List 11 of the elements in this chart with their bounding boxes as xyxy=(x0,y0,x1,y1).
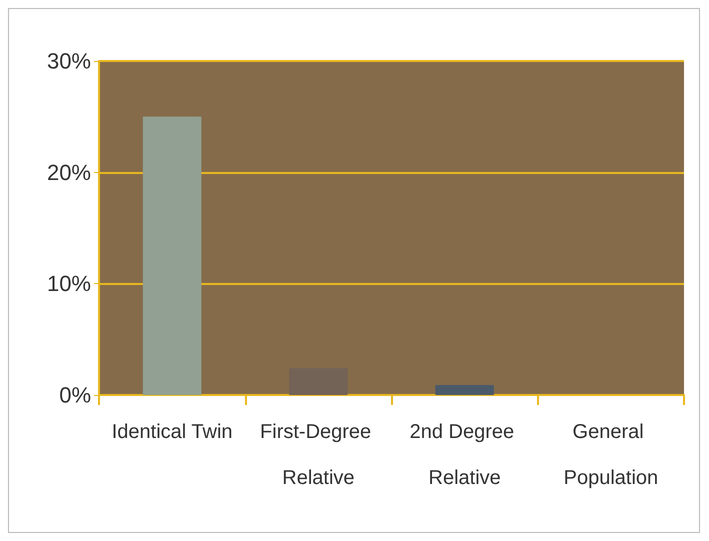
category-label: First-Degree Relative xyxy=(260,421,372,489)
y-tick-label: 20% xyxy=(46,160,91,185)
bar xyxy=(289,368,348,395)
x-tick-label: Identical Twin xyxy=(112,421,233,443)
y-tick-label: 0% xyxy=(59,382,91,408)
bar xyxy=(435,384,494,395)
category-label: General Population xyxy=(564,421,658,489)
bar xyxy=(142,116,202,395)
category-label: 2nd Degree Relative xyxy=(410,421,514,489)
y-tick-label: 10% xyxy=(46,271,91,296)
y-tick-label: 30% xyxy=(46,48,91,74)
